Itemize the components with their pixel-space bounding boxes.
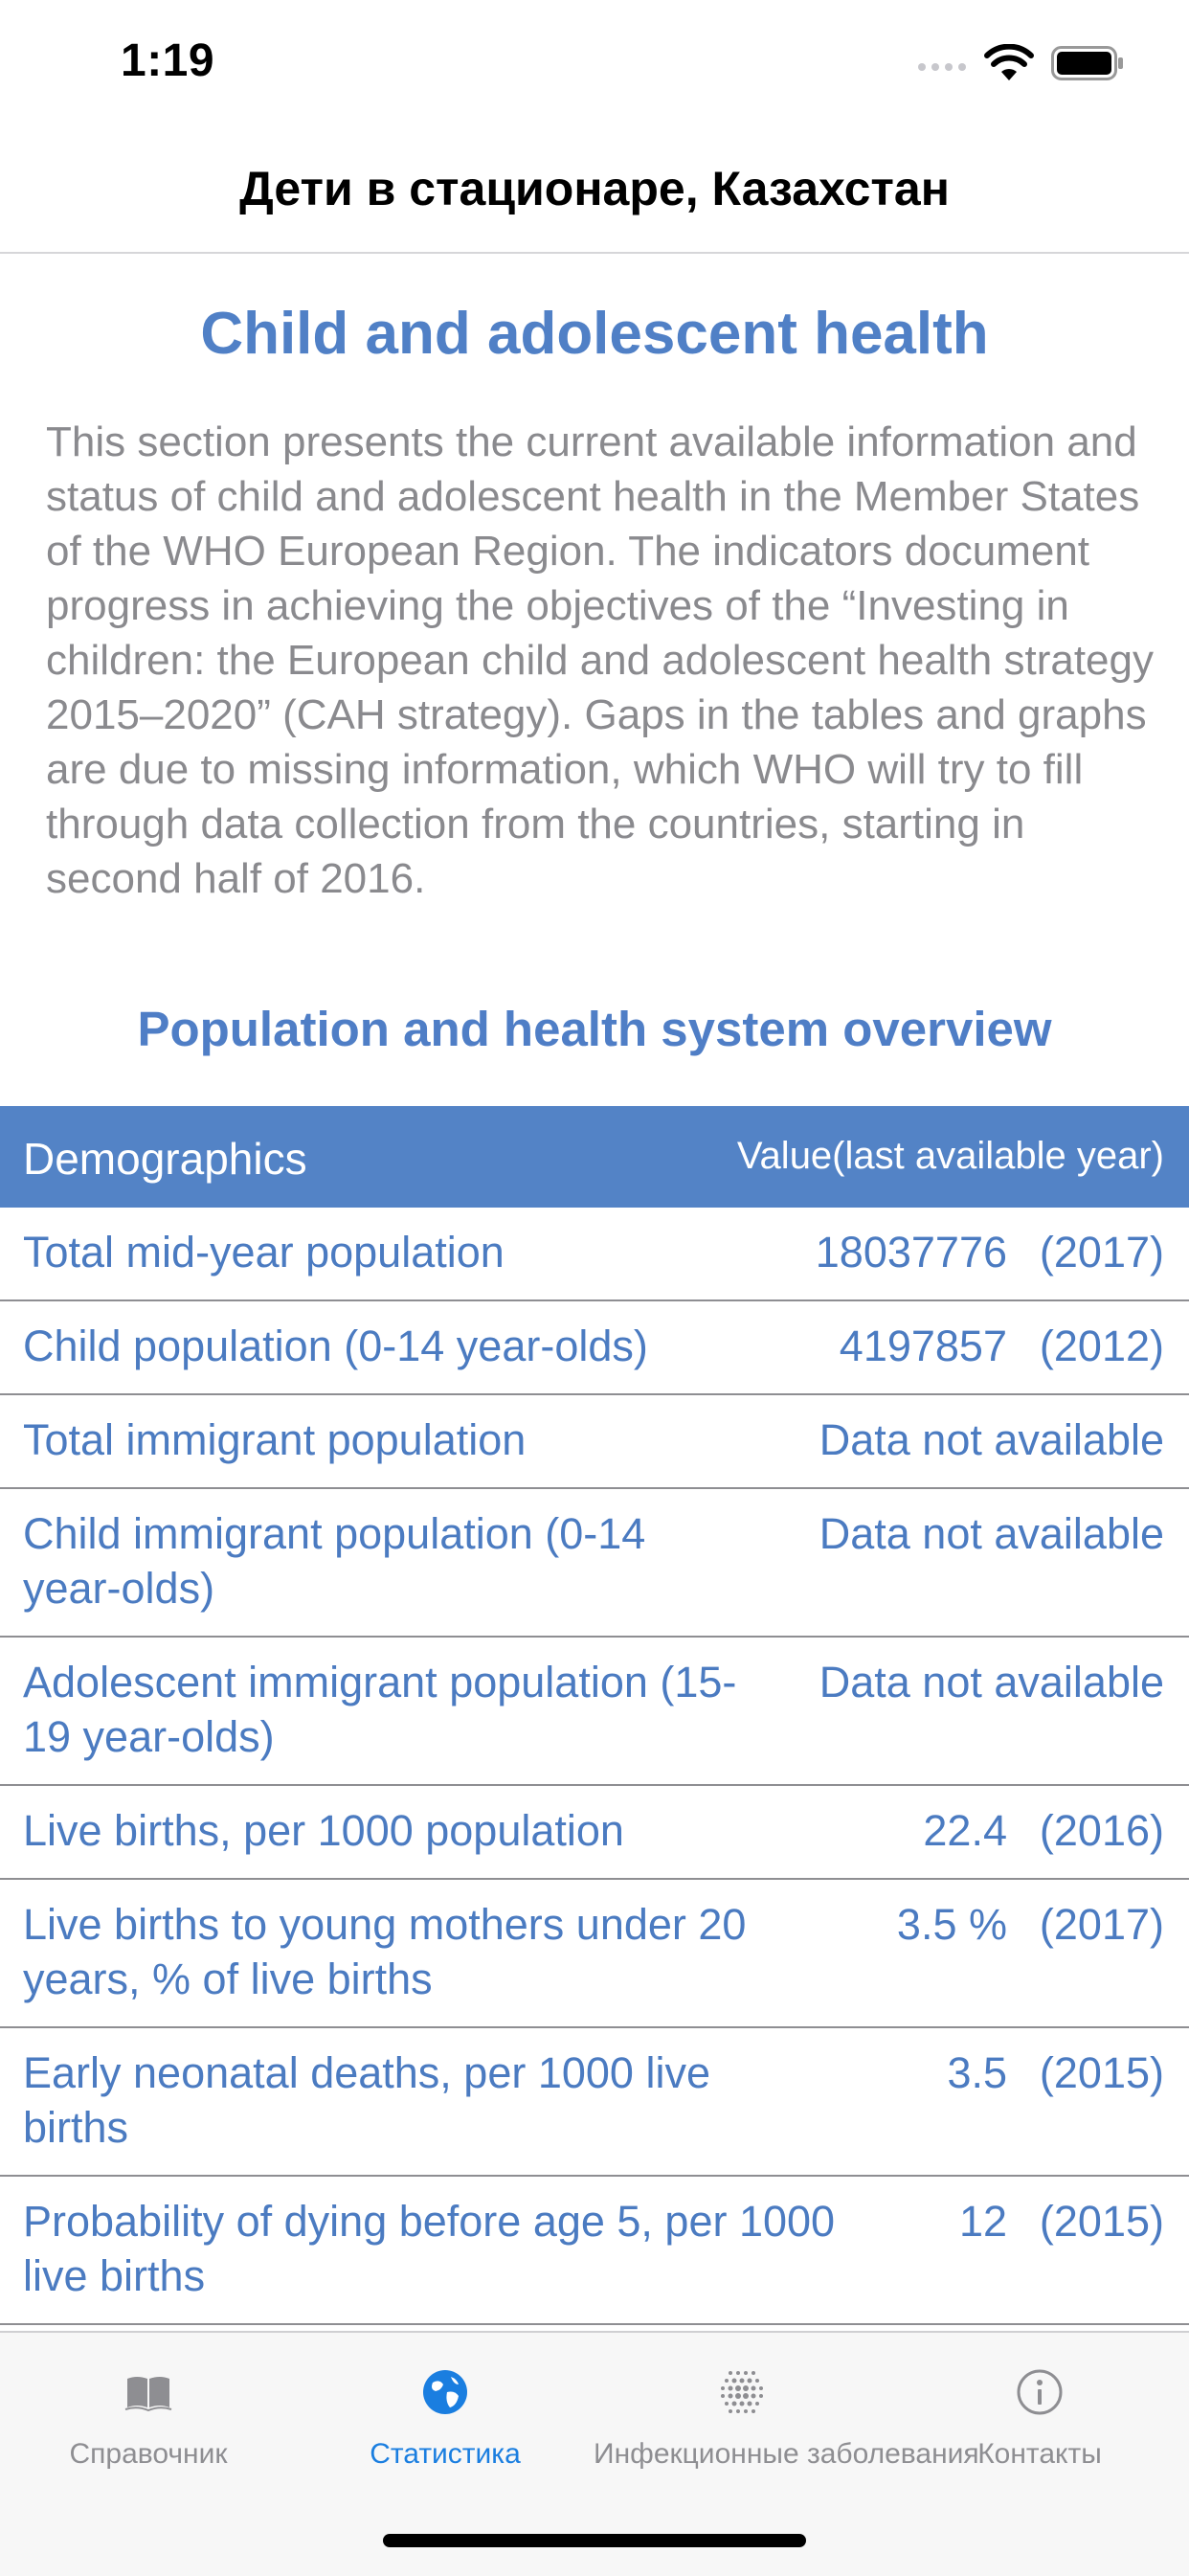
row-year: (2016) — [1039, 1806, 1164, 1855]
row-label: Early neonatal deaths, per 1000 live bir… — [23, 2048, 710, 2152]
tab-label: Контакты — [977, 2438, 1102, 2470]
table-header: Demographics Value(last available year) — [0, 1106, 1189, 1208]
row-value: 4197857 — [839, 1322, 1007, 1370]
tab-statistics[interactable]: Статистика — [297, 2333, 594, 2524]
globe-icon — [423, 2370, 467, 2414]
row-year: (2017) — [1039, 1900, 1164, 1949]
tab-label: Справочник — [69, 2438, 228, 2470]
status-bar: 1:19 — [0, 0, 1189, 124]
intro-paragraph: This section presents the current availa… — [46, 418, 1154, 902]
row-label: Total mid-year population — [23, 1228, 505, 1277]
table-row: Probability of dying before age 5, per 1… — [0, 2177, 1189, 2325]
table-row: Adolescent immigrant population (15-19 y… — [0, 1638, 1189, 1786]
row-value: 22.4 — [923, 1806, 1007, 1855]
cellular-signal-icon — [918, 63, 966, 71]
wifi-icon — [984, 44, 1034, 80]
table-row: Child population (0-14 year-olds) 419785… — [0, 1301, 1189, 1395]
row-label: Probability of dying before age 5, per 1… — [23, 2197, 836, 2300]
tab-label: Статистика — [370, 2438, 521, 2470]
tab-infectious-diseases[interactable]: Инфекционные заболевания — [594, 2333, 979, 2524]
demographics-table: Demographics Value(last available year) … — [0, 1106, 1189, 2325]
tab-reference[interactable]: Справочник — [0, 2333, 297, 2524]
battery-icon — [1051, 46, 1123, 80]
row-year: (2012) — [1039, 1322, 1164, 1370]
header-demographics: Demographics — [23, 1134, 307, 1184]
header-value: Value(last available year) — [736, 1135, 1164, 1177]
book-icon — [124, 2377, 172, 2412]
row-label: Live births to young mothers under 20 ye… — [23, 1900, 747, 2003]
navigation-bar: Дети в стационаре, Казахстан — [0, 124, 1189, 254]
row-year: (2017) — [1039, 1228, 1164, 1277]
row-value: Data not available — [819, 1415, 1164, 1464]
row-year: (2015) — [1039, 2197, 1164, 2246]
row-value: 12 — [958, 2197, 1007, 2246]
row-year: (2015) — [1039, 2048, 1164, 2097]
tab-label: Инфекционные заболевания — [594, 2438, 979, 2470]
table-row: Early neonatal deaths, per 1000 live bir… — [0, 2028, 1189, 2177]
dots-grid-icon — [721, 2371, 763, 2413]
row-value: Data not available — [819, 1509, 1164, 1558]
table-row: Total mid-year population 18037776 (2017… — [0, 1208, 1189, 1301]
table-row: Total immigrant population Data not avai… — [0, 1395, 1189, 1489]
home-indicator[interactable] — [383, 2534, 806, 2547]
content-scroll[interactable]: Child and adolescent health This section… — [0, 254, 1189, 2332]
nav-title: Дети в стационаре, Казахстан — [239, 162, 950, 215]
row-label: Child population (0-14 year-olds) — [23, 1322, 648, 1370]
row-label: Child immigrant population (0-14 year-ol… — [23, 1509, 646, 1613]
section-heading: Population and health system overview — [137, 1002, 1052, 1056]
page-heading: Child and adolescent health — [200, 301, 989, 367]
table-row: Child immigrant population (0-14 year-ol… — [0, 1489, 1189, 1638]
row-value: 18037776 — [815, 1228, 1007, 1277]
row-label: Total immigrant population — [23, 1415, 527, 1464]
row-value: Data not available — [819, 1658, 1164, 1706]
table-row: Live births, per 1000 population 22.4 (2… — [0, 1786, 1189, 1880]
info-icon — [1017, 2369, 1063, 2415]
row-label: Live births, per 1000 population — [23, 1806, 624, 1855]
row-label: Adolescent immigrant population (15-19 y… — [23, 1658, 737, 1761]
row-value: 3.5 % — [896, 1900, 1007, 1949]
table-row: Live births to young mothers under 20 ye… — [0, 1880, 1189, 2028]
status-time: 1:19 — [121, 35, 215, 86]
tab-contacts[interactable]: Контакты — [890, 2333, 1189, 2524]
row-value: 3.5 — [947, 2048, 1007, 2097]
